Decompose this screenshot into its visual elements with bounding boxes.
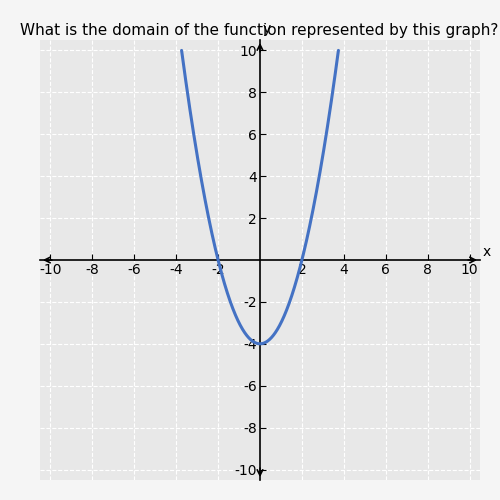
Text: x: x bbox=[482, 244, 490, 258]
Text: What is the domain of the function represented by this graph?: What is the domain of the function repre… bbox=[20, 22, 498, 38]
Text: y: y bbox=[262, 22, 270, 36]
